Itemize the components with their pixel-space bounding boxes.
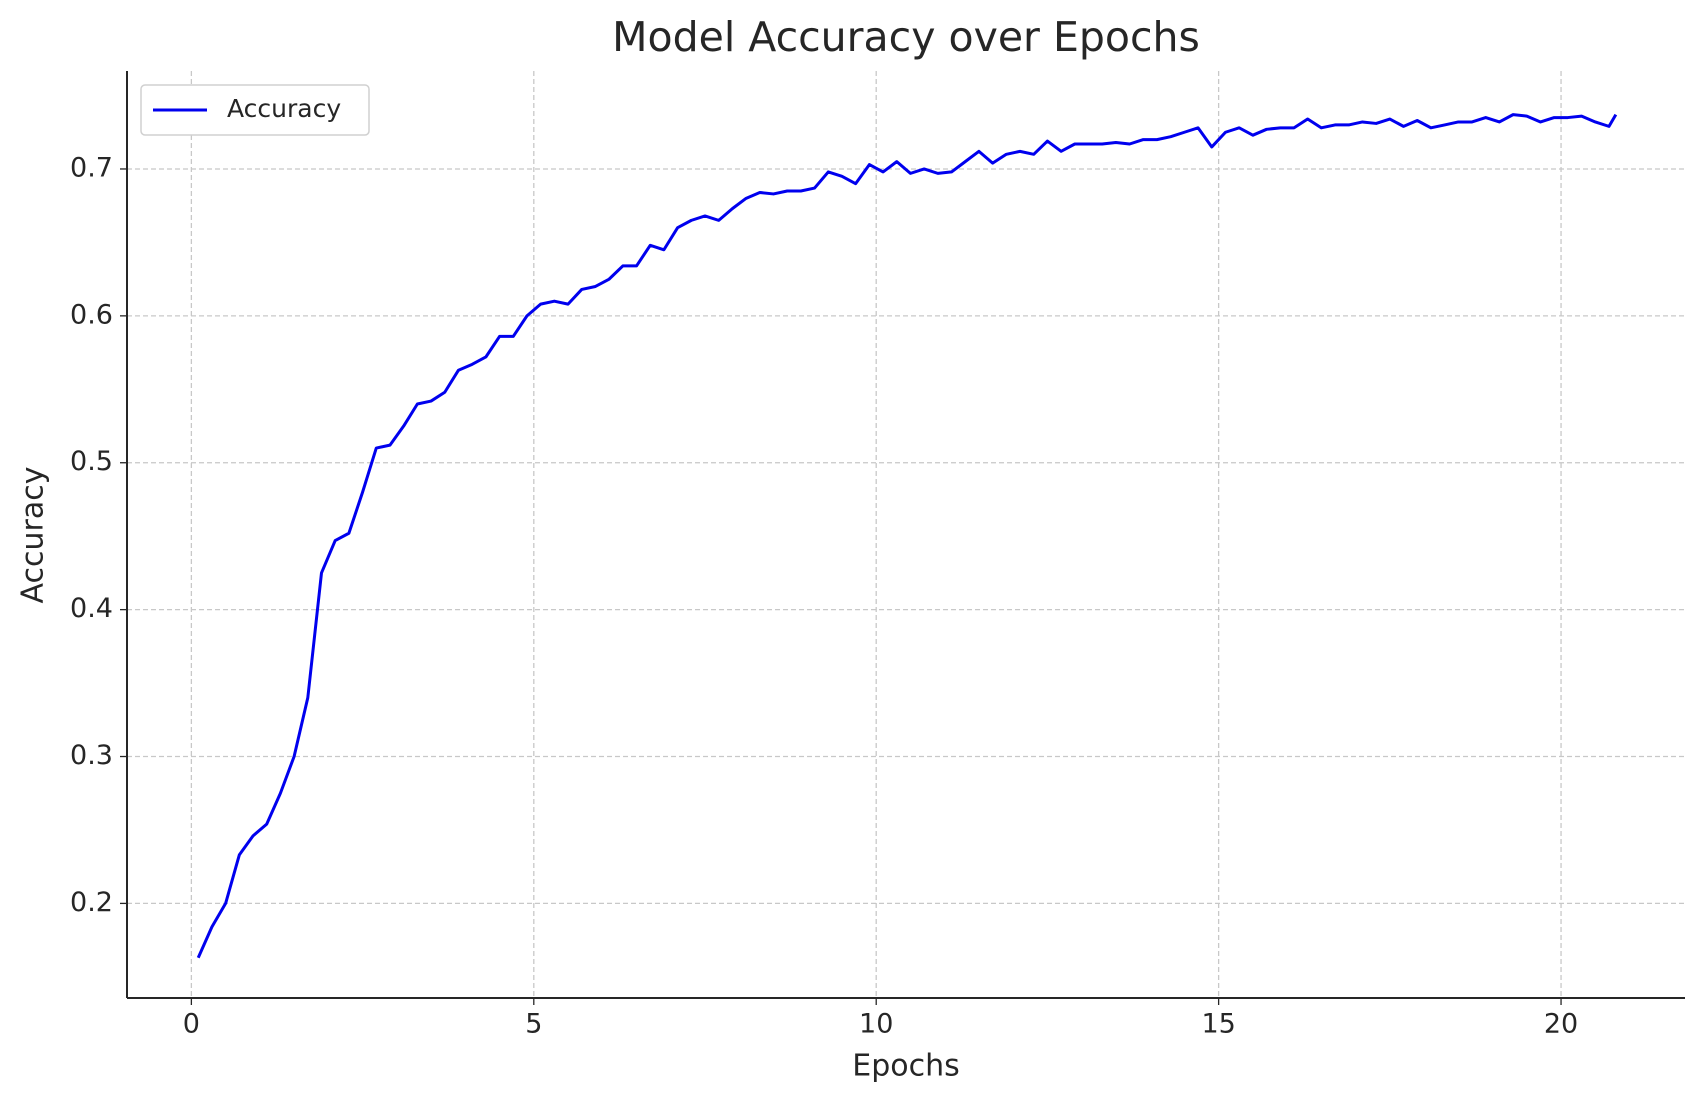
- x-tick-label: 0: [183, 1009, 200, 1040]
- x-axis-label: Epochs: [852, 1049, 960, 1084]
- chart-title: Model Accuracy over Epochs: [612, 13, 1200, 61]
- legend-box: [140, 84, 370, 136]
- y-tick-label: 0.2: [70, 887, 113, 918]
- y-tick-label: 0.7: [70, 152, 113, 183]
- data-line: [196, 113, 1618, 959]
- y-axis-label: Accuracy: [16, 467, 51, 604]
- y-tick-label: 0.4: [70, 593, 113, 624]
- x-tick-label: 10: [859, 1009, 893, 1040]
- y-tick-label: 0.3: [70, 740, 113, 771]
- y-tick-label: 0.6: [70, 299, 113, 330]
- x-tick-label: 20: [1544, 1009, 1578, 1040]
- x-tick-label: 5: [525, 1009, 542, 1040]
- x-tick-label: 15: [1201, 1009, 1235, 1040]
- legend-label: Accuracy: [227, 94, 341, 123]
- y-tick-label: 0.5: [70, 446, 113, 477]
